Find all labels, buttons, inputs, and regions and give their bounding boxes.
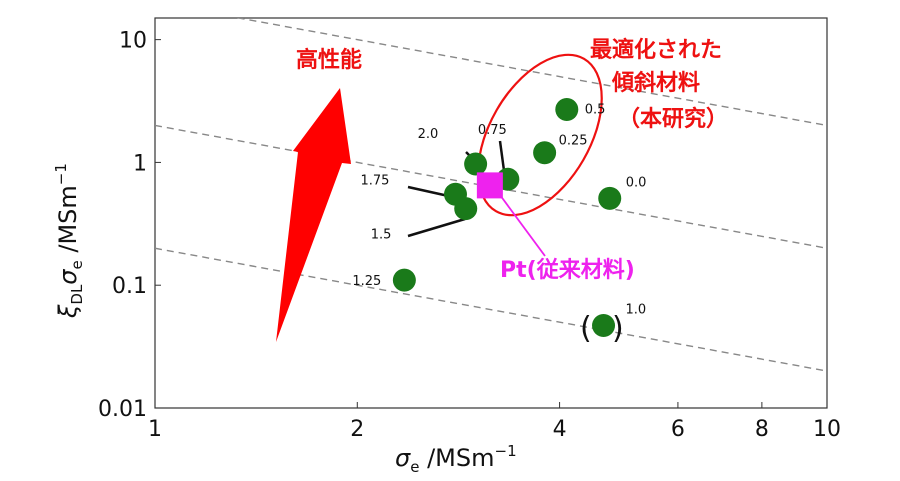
x-axis-label-sup: −1 — [495, 442, 517, 460]
y-tick-label: 0.1 — [112, 274, 147, 299]
ellipse-label-line2: 傾斜材料 — [611, 70, 700, 96]
paren-left: ( — [580, 311, 592, 346]
arrow-label: 高性能 — [296, 47, 362, 73]
point-label: 2.0 — [418, 127, 439, 142]
x-axis-ticks: 1 2 4 6 8 10 — [148, 402, 841, 442]
data-point — [592, 313, 616, 337]
y-axis-label-main2: σ — [54, 269, 82, 285]
point-labels: 0.5 0.75 0.25 2.0 1.75 1.5 0.0 1.25 1.0 — [352, 102, 646, 317]
pt-reference — [476, 172, 503, 199]
point-label: 1.0 — [626, 302, 647, 317]
x-tick-label: 8 — [755, 417, 769, 442]
plot-frame — [154, 17, 828, 409]
y-axis-label-main: ξ — [54, 304, 82, 319]
paren-right: ) — [612, 311, 624, 346]
ellipse-label-line3: （本研究） — [618, 106, 728, 132]
x-axis-label-unit: /MSm — [419, 444, 494, 472]
x-tick-label: 6 — [671, 417, 685, 442]
x-axis-label-sub: e — [410, 458, 419, 476]
data-point — [533, 141, 557, 165]
pt-leader — [499, 194, 546, 257]
y-axis-label-sub2: e — [68, 260, 86, 269]
y-tick-label: 10 — [119, 29, 147, 54]
x-axis-label-main: σ — [395, 444, 411, 472]
pt-reference-marker — [476, 172, 503, 199]
x-tick-label: 4 — [553, 417, 567, 442]
data-point — [598, 186, 622, 210]
point-label: 1.75 — [360, 173, 389, 188]
high-performance-arrow — [276, 88, 351, 342]
x-axis-label: σe /MSm−1 — [395, 442, 517, 476]
point-label: 0.25 — [559, 134, 588, 149]
y-axis-label-sub1: DL — [68, 284, 86, 305]
y-axis-ticks: 0.01 0.1 1 10 — [98, 29, 161, 422]
data-point — [464, 152, 488, 176]
point-label: 0.75 — [478, 123, 507, 138]
pt-label: Pt(従来材料) — [500, 257, 635, 283]
guide-line — [235, 18, 827, 127]
ellipse-label-line1: 最適化された — [590, 37, 722, 63]
data-point — [454, 197, 478, 221]
y-axis-label: ξDLσe /MSm−1 — [52, 163, 86, 319]
x-tick-label: 10 — [813, 417, 841, 442]
guide-line — [155, 247, 827, 372]
x-tick-label: 1 — [148, 417, 162, 442]
y-tick-label: 1 — [133, 151, 147, 176]
point-label: 1.5 — [371, 228, 392, 243]
optimized-material-ellipse — [477, 53, 603, 217]
data-point — [555, 97, 579, 121]
point-label: 0.0 — [626, 175, 647, 190]
y-tick-label: 0.01 — [98, 397, 147, 422]
guide-line — [155, 0, 827, 3]
data-point — [392, 268, 416, 292]
point-label: 1.25 — [352, 274, 381, 289]
y-axis-label-sup: −1 — [52, 163, 70, 185]
x-tick-label: 2 — [350, 417, 364, 442]
point-label: 0.5 — [585, 102, 606, 117]
y-axis-label-unit: /MSm — [54, 185, 82, 260]
